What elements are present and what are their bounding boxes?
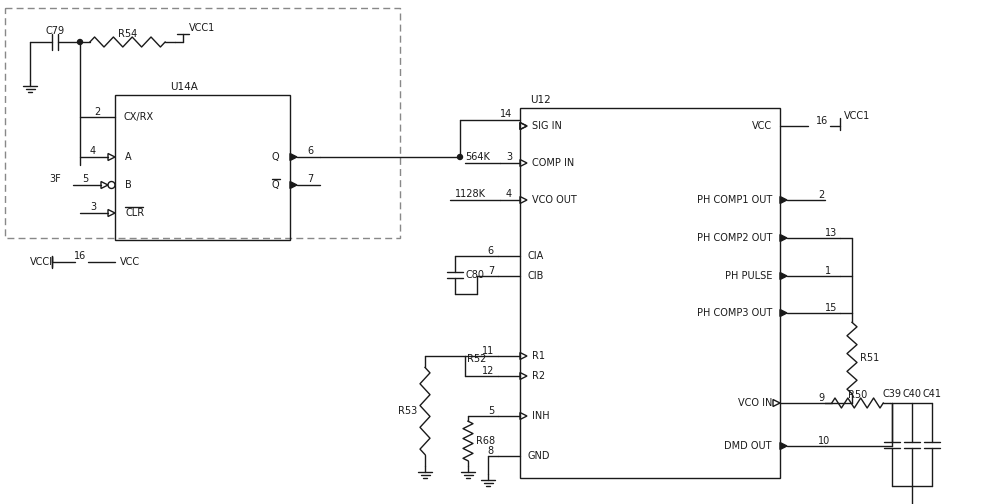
Text: C41: C41 (922, 389, 942, 399)
Polygon shape (780, 443, 787, 450)
Text: 4: 4 (90, 146, 96, 156)
Text: GND: GND (528, 451, 550, 461)
Text: R52: R52 (467, 354, 486, 364)
Text: 7: 7 (307, 174, 313, 184)
Text: PH PULSE: PH PULSE (725, 271, 772, 281)
Text: 6: 6 (307, 146, 313, 156)
Text: R1: R1 (532, 351, 545, 361)
Text: 15: 15 (825, 303, 837, 313)
Circle shape (458, 155, 462, 159)
Text: R68: R68 (476, 436, 495, 446)
Text: VCC1: VCC1 (189, 23, 215, 33)
Text: DMD OUT: DMD OUT (724, 441, 772, 451)
Text: COMP IN: COMP IN (532, 158, 574, 168)
Polygon shape (780, 234, 787, 241)
Text: R53: R53 (398, 406, 417, 416)
Text: 16: 16 (816, 116, 828, 126)
Text: C39: C39 (883, 389, 902, 399)
Text: VCC: VCC (120, 257, 140, 267)
Polygon shape (290, 154, 297, 160)
Text: C40: C40 (902, 389, 922, 399)
Text: VCO IN: VCO IN (738, 398, 772, 408)
Text: PH COMP3 OUT: PH COMP3 OUT (697, 308, 772, 318)
Text: VCC1: VCC1 (844, 111, 870, 121)
Text: CIB: CIB (528, 271, 544, 281)
Circle shape (78, 39, 82, 44)
Text: 1128K: 1128K (455, 189, 486, 199)
Text: C80: C80 (465, 270, 484, 280)
Text: 16: 16 (74, 251, 86, 261)
Text: R2: R2 (532, 371, 545, 381)
Text: INH: INH (532, 411, 550, 421)
Text: 8: 8 (488, 446, 494, 456)
Text: 14: 14 (500, 109, 512, 119)
Text: C79: C79 (45, 26, 65, 36)
Text: SIG IN: SIG IN (532, 121, 562, 131)
Text: Q: Q (272, 152, 280, 162)
Text: VCCI: VCCI (30, 257, 53, 267)
Text: PH COMP1 OUT: PH COMP1 OUT (697, 195, 772, 205)
Polygon shape (780, 309, 787, 317)
Text: U14A: U14A (170, 82, 198, 92)
Polygon shape (780, 197, 787, 204)
Polygon shape (290, 181, 297, 188)
Text: 2: 2 (94, 107, 100, 117)
Text: R51: R51 (860, 353, 879, 363)
Text: R50: R50 (848, 390, 867, 400)
Text: PH COMP2 OUT: PH COMP2 OUT (697, 233, 772, 243)
Text: 9: 9 (818, 393, 824, 403)
Text: CLR: CLR (125, 208, 144, 218)
Text: 5: 5 (82, 174, 88, 184)
Text: 564K: 564K (465, 152, 490, 162)
Text: 1: 1 (825, 266, 831, 276)
Bar (115, 95, 290, 240)
Text: 7: 7 (488, 266, 494, 276)
Text: 6: 6 (488, 246, 494, 256)
Text: 11: 11 (482, 346, 494, 356)
Polygon shape (780, 273, 787, 280)
Text: B: B (125, 180, 132, 190)
Text: 3: 3 (506, 152, 512, 162)
Text: VCC: VCC (752, 121, 772, 131)
Text: R54: R54 (118, 29, 137, 39)
Text: 3: 3 (90, 202, 96, 212)
Text: CX/RX: CX/RX (123, 112, 153, 122)
Text: 2: 2 (818, 190, 824, 200)
Text: A: A (125, 152, 132, 162)
Text: CIA: CIA (528, 251, 544, 261)
Bar (5, 8, 400, 238)
Text: Q: Q (272, 180, 280, 190)
Text: 4: 4 (506, 189, 512, 199)
Bar (520, 108, 780, 478)
Text: 5: 5 (488, 406, 494, 416)
Text: 3F: 3F (49, 174, 61, 184)
Text: 13: 13 (825, 228, 837, 238)
Text: 10: 10 (818, 436, 830, 446)
Text: VCO OUT: VCO OUT (532, 195, 577, 205)
Text: U12: U12 (530, 95, 551, 105)
Text: 12: 12 (482, 366, 494, 376)
